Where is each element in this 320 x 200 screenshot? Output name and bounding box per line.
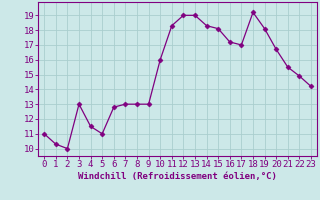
- X-axis label: Windchill (Refroidissement éolien,°C): Windchill (Refroidissement éolien,°C): [78, 172, 277, 181]
